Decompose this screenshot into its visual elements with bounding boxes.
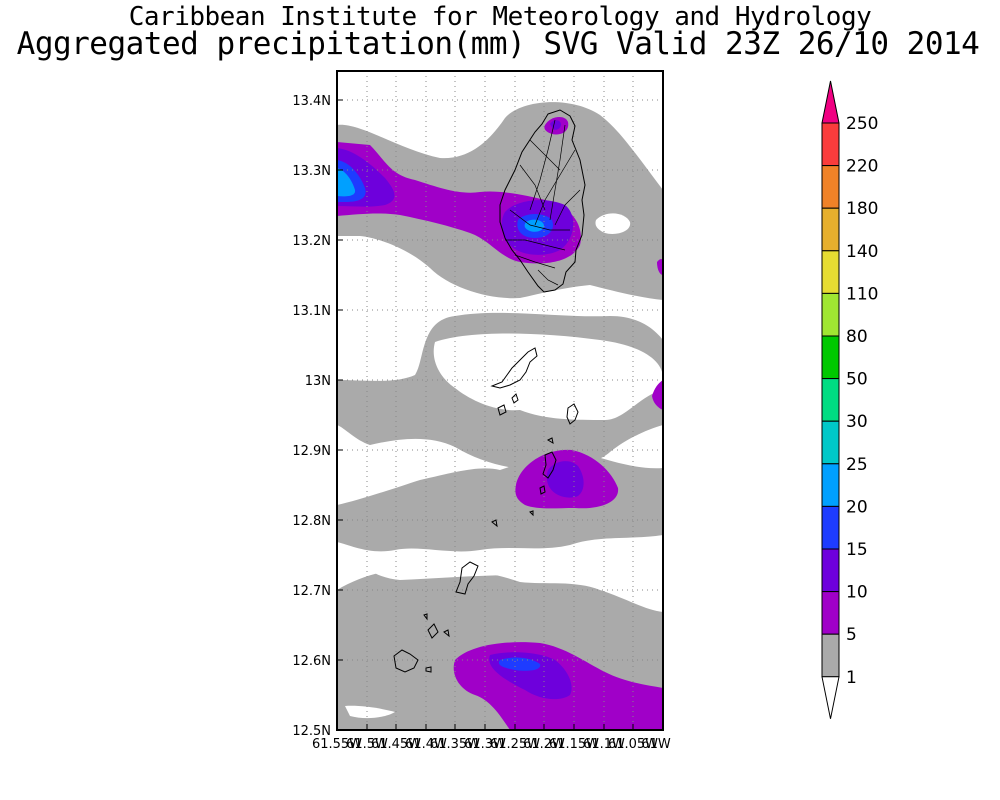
map-field: [337, 71, 663, 730]
colorbar-label: 110: [846, 284, 878, 304]
coast-islet-j: [423, 613, 428, 621]
map-frame: [336, 70, 664, 731]
colorbar-swatch: [821, 378, 840, 422]
colorbar-label: 15: [846, 540, 868, 560]
lon-label: 61.35W: [430, 737, 480, 752]
lon-label: 61.1W: [583, 737, 625, 752]
lat-label: 12.8N: [292, 514, 331, 529]
chart-subtitle: Aggregated precipitation(mm) SVG Valid 2…: [16, 26, 980, 62]
violet-north-tip: [550, 120, 561, 130]
dry-areas: [345, 213, 663, 719]
lat-label: 13.2N: [292, 234, 331, 249]
lon-label: 61.3W: [464, 737, 506, 752]
colorbar-label: 5: [846, 625, 857, 645]
lightblue-nw: [337, 168, 356, 197]
dry-patch-sw: [345, 705, 395, 719]
colorbar-label: 250: [846, 114, 878, 134]
colorbar-label: 50: [846, 370, 868, 390]
coast-bequia: [490, 347, 538, 389]
coast-grenada-north: [393, 649, 419, 673]
lon-label: 61W: [641, 737, 671, 752]
lon-label: 61.05W: [608, 737, 658, 752]
lon-label: 61.25W: [490, 737, 540, 752]
coast-islet-c: [566, 403, 579, 425]
coast-islet-h: [427, 623, 439, 639]
lon-label: 61.45W: [371, 737, 421, 752]
colorbar-label: 80: [846, 327, 868, 347]
colorbar-label: 1: [846, 668, 857, 688]
colorbar-swatch: [821, 292, 840, 337]
colorbar-label: 10: [846, 583, 868, 603]
precip-band-20-25: [337, 168, 544, 232]
dry-patch-mid: [433, 333, 663, 420]
colorbar-label: 30: [846, 412, 868, 432]
lat-label: 12.5N: [292, 724, 331, 739]
coast-islet-a: [511, 393, 519, 404]
lightblue-center: [524, 219, 544, 232]
lat-label: 13.3N: [292, 164, 331, 179]
colorbar-swatch: [821, 420, 840, 465]
coast-islet-g: [491, 519, 498, 528]
colorbar-swatch: [821, 122, 840, 167]
colorbar-swatch: [821, 335, 840, 380]
blue-south: [498, 657, 541, 671]
colorbar-swatch: [821, 165, 840, 209]
colorbar-label: 20: [846, 497, 868, 517]
lat-axis: 13.4N 13.3N 13.2N 13.1N 13N 12.9N 12.8N …: [292, 94, 331, 739]
dry-patch-east: [595, 213, 631, 234]
coast-canouan: [542, 451, 557, 479]
lat-label: 13.1N: [292, 304, 331, 319]
colorbar-swatch: [821, 633, 840, 678]
colorbar-swatch: [821, 591, 840, 635]
purple-east-a: [657, 259, 663, 275]
lat-label: 13N: [305, 374, 331, 389]
lon-label: 61.4W: [405, 737, 447, 752]
colorbar-top-triangle: [821, 80, 840, 124]
chart-title: Caribbean Institute for Meteorology and …: [128, 2, 872, 32]
river-lines: [505, 119, 581, 286]
colorbar-label: 140: [846, 242, 878, 262]
coast-saint-vincent: [499, 109, 586, 293]
lat-label: 13.4N: [292, 94, 331, 109]
colorbar-label: 220: [846, 157, 878, 177]
coast-islet-e: [539, 485, 546, 495]
coast-islet-d: [546, 437, 554, 445]
colorbar-label: 180: [846, 199, 878, 219]
colorbar-swatch: [821, 207, 840, 252]
coast-islet-b: [497, 404, 507, 416]
lat-label: 12.9N: [292, 444, 331, 459]
coastlines: [393, 109, 586, 673]
colorbar-swatch: [821, 463, 840, 507]
colorbar-bottom-triangle: [821, 676, 840, 719]
violet-middle: [546, 461, 584, 498]
lon-label: 61.2W: [523, 737, 565, 752]
colorbar-swatch: [821, 505, 840, 550]
lat-label: 12.7N: [292, 584, 331, 599]
purple-east-b: [652, 380, 663, 410]
lon-axis: 61.55W 61.5W 61.45W 61.4W 61.35W 61.3W 6…: [312, 737, 671, 752]
lon-label: 61.15W: [549, 737, 599, 752]
coast-carriacou: [455, 561, 479, 595]
coast-islet-i: [443, 629, 450, 638]
lon-label: 61.5W: [346, 737, 388, 752]
lat-label: 12.6N: [292, 654, 331, 669]
coast-islet-f: [529, 510, 534, 517]
colorbar-label: 25: [846, 455, 868, 475]
lon-label: 61.55W: [312, 737, 362, 752]
colorbar-swatch: [821, 250, 840, 294]
axis-ticks: [337, 99, 634, 730]
coast-islet-k: [425, 666, 432, 673]
dry-patch-south: [360, 555, 620, 580]
colorbar-swatch: [821, 548, 840, 593]
